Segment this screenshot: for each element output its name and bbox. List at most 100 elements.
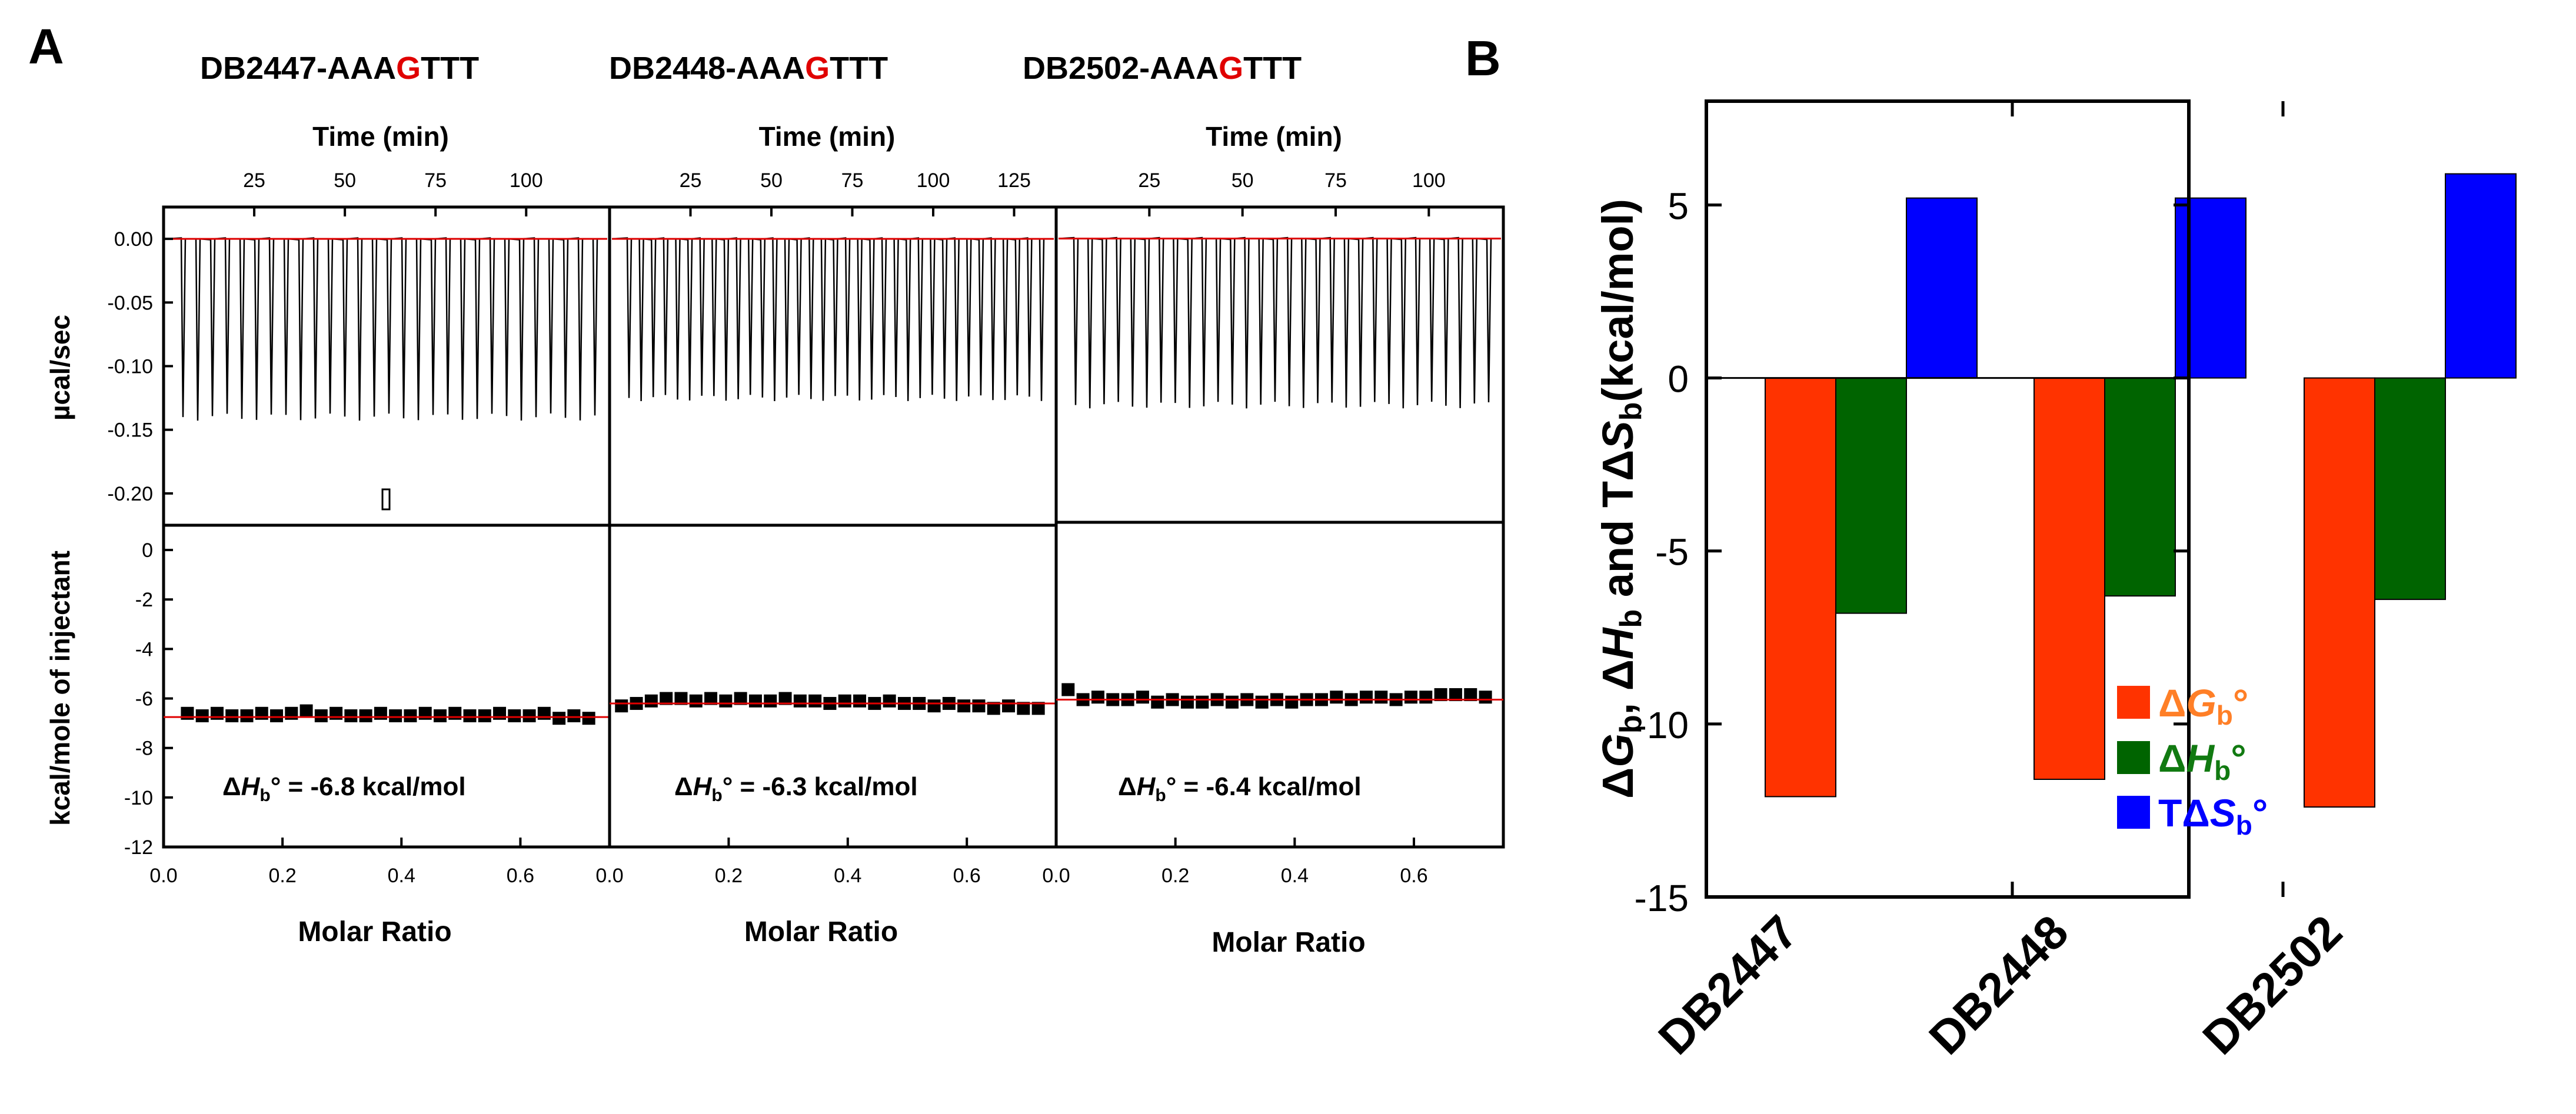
- legend-symbol: TΔ: [2158, 791, 2210, 835]
- time-axis-label: Time (min): [312, 121, 449, 152]
- ylabel-s: S: [1593, 421, 1642, 449]
- heat-point: [522, 709, 536, 722]
- bar-DB2447-3: [1906, 197, 1978, 379]
- heat-point: [1479, 691, 1492, 704]
- dh-sub: b: [1155, 786, 1166, 805]
- time-tick-label: 75: [841, 169, 864, 192]
- heat-tick-label: -12: [124, 836, 153, 859]
- molar-axis-label: Molar Ratio: [298, 916, 451, 948]
- itc-title: DB2502-AAAGTTT: [1023, 51, 1302, 86]
- time-tick-label: 50: [760, 169, 783, 192]
- itc-panel-2: DB2448-AAAGTTT Time (min) 25 50 75 100 125 0.0 0…: [595, 51, 1058, 948]
- title-suffix: TTT: [830, 51, 888, 86]
- dh-value: ° = -6.8 kcal/mol: [271, 772, 466, 801]
- legend-swatch-3: [2117, 796, 2150, 829]
- ylabel-sep: ,: [1593, 691, 1642, 715]
- dh-annotation: ΔHb° = -6.4 kcal/mol: [1118, 772, 1362, 805]
- heat-rate-tick-label: 0.00: [114, 228, 153, 251]
- heat-point: [793, 694, 807, 708]
- molar-tick-label: 0.4: [388, 865, 415, 887]
- title-prefix: DB2502-AAA: [1023, 51, 1219, 86]
- bar-y-tick-label: 0: [1668, 358, 1689, 401]
- legend-sub: b: [2236, 810, 2252, 840]
- heat-point: [704, 692, 718, 705]
- dh-h: H: [241, 772, 261, 801]
- molar-tick-label: 0.0: [1042, 865, 1070, 887]
- raw-heat-trace: [611, 237, 1054, 402]
- heat-rate-tick-label: -0.20: [108, 483, 154, 505]
- panel-label-b: B: [1465, 31, 1501, 86]
- heat-point: [404, 709, 417, 722]
- dh-h: H: [693, 772, 713, 801]
- dh-delta: Δ: [1118, 772, 1137, 801]
- category-label-DB2448: DB2448: [1919, 905, 2078, 1064]
- category-label-DB2502: DB2502: [2193, 905, 2352, 1064]
- ylabel-h: H: [1593, 627, 1642, 659]
- heat-point: [389, 709, 402, 722]
- bar-y-tick-label: -15: [1635, 877, 1689, 919]
- heat-point: [478, 709, 491, 722]
- title-prefix: DB2447-AAA: [200, 51, 396, 86]
- time-tick-label: 50: [1232, 169, 1254, 192]
- bar-y-tick-label: -10: [1635, 704, 1689, 746]
- heat-point: [883, 694, 896, 708]
- molar-tick-label: 0.4: [1281, 865, 1309, 887]
- ylabel-g: G: [1593, 733, 1642, 768]
- heat-point: [615, 699, 628, 713]
- legend-sup: °: [2231, 736, 2246, 780]
- marker-symbol: [381, 488, 391, 511]
- dh-h: H: [1137, 772, 1156, 801]
- bar-DB2448-2: [2104, 377, 2176, 597]
- heat-point: [567, 709, 581, 722]
- time-tick-label: 75: [1324, 169, 1347, 192]
- time-tick-label: 50: [334, 169, 356, 192]
- molar-tick-label: 0.0: [149, 865, 177, 887]
- molar-tick-label: 0.6: [507, 865, 534, 887]
- bar-DB2447-1: [1765, 377, 1836, 798]
- bar-y-axis-label: ΔGb, ΔHb and TΔSb(kcal/mol): [1593, 199, 1648, 799]
- bottom-plot-frame: [1054, 521, 1505, 849]
- heat-tick-label: -6: [135, 688, 153, 711]
- legend-letter: G: [2186, 681, 2216, 725]
- heat-rate-tick-label: -0.10: [108, 356, 154, 378]
- heat-rate-tick-label: -0.15: [108, 419, 154, 442]
- heat-point: [719, 694, 733, 708]
- heat-point: [582, 712, 595, 725]
- heat-point: [195, 709, 209, 722]
- legend-swatch-1: [2117, 686, 2150, 719]
- heat-point: [1136, 691, 1149, 704]
- heat-point: [270, 709, 284, 722]
- heat-tick-label: -8: [135, 738, 153, 760]
- heat-point: [1225, 695, 1239, 709]
- itc-panel-3: DB2502-AAAGTTT Time (min) 25 50 75 100 0.0 0.2 0…: [1023, 51, 1505, 958]
- legend-symbol: Δ: [2158, 736, 2186, 780]
- ylabel-delta-g: Δ: [1593, 768, 1642, 799]
- heat-point: [1255, 695, 1269, 709]
- heat-point: [240, 709, 254, 722]
- bar-DB2448-1: [2033, 377, 2105, 780]
- ylabel-sub: b: [1614, 715, 1648, 733]
- time-tick-label: 100: [917, 169, 950, 192]
- heat-point: [1330, 691, 1343, 704]
- heat-point: [838, 694, 851, 708]
- legend-sub: b: [2214, 755, 2231, 786]
- heat-point: [808, 694, 822, 708]
- heat-point: [734, 692, 747, 705]
- heat-tick-label: 0: [142, 539, 153, 562]
- heat-point: [778, 692, 792, 705]
- time-tick-label: 100: [510, 169, 543, 192]
- molar-tick-label: 0.2: [715, 865, 743, 887]
- dh-annotation: ΔHb° = -6.8 kcal/mol: [222, 772, 466, 805]
- heat-point: [748, 694, 762, 708]
- bar-DB2502-3: [2445, 173, 2517, 379]
- top-plot-frame: [162, 205, 611, 527]
- time-tick-label: 75: [424, 169, 447, 192]
- legend-letter: H: [2186, 736, 2215, 780]
- legend-label-2: ΔHb°: [2158, 736, 2246, 786]
- title-suffix: TTT: [1243, 51, 1302, 86]
- heat-point: [1180, 695, 1194, 709]
- ylabel-sub: b: [1614, 402, 1648, 421]
- heat-point: [433, 709, 447, 722]
- ylabel-sub: b: [1614, 609, 1648, 628]
